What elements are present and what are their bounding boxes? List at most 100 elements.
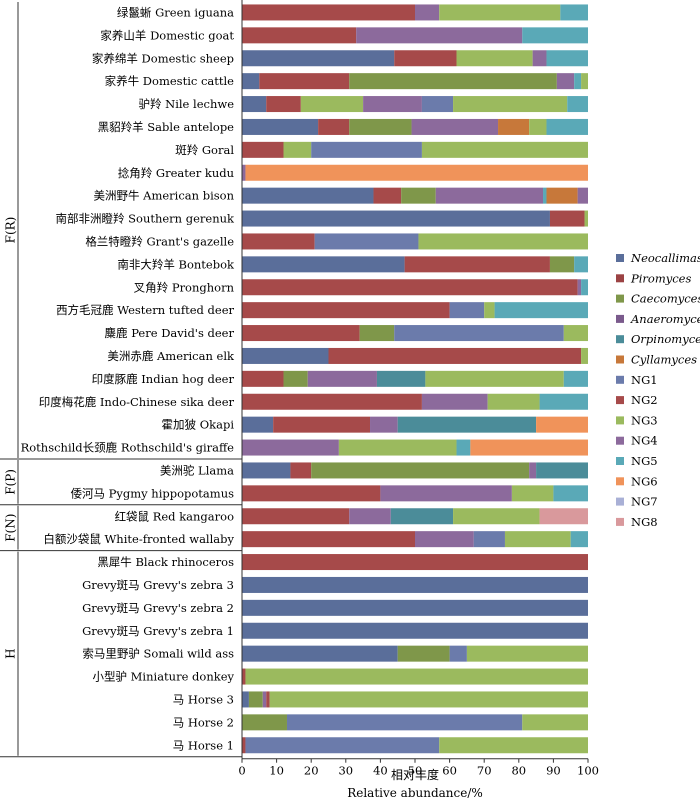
category-label-18: 霍加狓 Okapi [162,418,235,432]
x-tick-label-30: 30 [338,764,353,778]
bar-segment-ng2-24-0 [242,554,588,571]
bar-segment-ng4-8-6 [577,187,588,204]
bar-segment-orpinomyces-18-3 [397,416,537,433]
bar-segment-ng3-4-2 [300,96,364,113]
x-tick-label-70: 70 [477,764,492,778]
x-tick-label-50: 50 [408,764,423,778]
bar-segment-ng2-22-0 [242,508,350,525]
category-label-23: 白额沙袋鼠 White-fronted wallaby [43,532,234,546]
bar-segment-neocallimastix-25-0 [242,576,588,593]
legend-label-ng8: NG8 [631,515,658,529]
bar-segment-ng4-30-2 [262,691,267,708]
legend-swatch-ng2 [616,396,624,405]
bar-segment-ng3-30-4 [269,691,588,708]
category-label-31: 马 Horse 2 [173,715,234,729]
category-label-8: 美洲野牛 American bison [94,189,235,203]
group-label-2: F(N) [4,514,18,542]
bar-segment-ng1-4-4 [421,96,454,113]
bar-segment-ng2-1-0 [242,27,357,44]
bar-segment-neocallimastix-20-0 [242,462,291,479]
category-label-21: 倭河马 Pygmy hippopotamus [70,486,234,500]
x-axis: 0 10 20 30 40 50 60 70 80 90 100 [238,0,599,778]
category-label-30: 马 Horse 3 [173,692,234,706]
bar-segment-ng2-9-1 [549,210,585,227]
bar-segment-neocallimastix-11-0 [242,256,405,273]
bar-segment-neocallimastix-18-0 [242,416,274,433]
x-tick-label-20: 20 [304,764,319,778]
bar-segment-caecomyces-30-1 [248,691,263,708]
bar-segment-ng2-23-0 [242,531,415,548]
bar-segment-orpinomyces-22-2 [390,508,454,525]
bar-segment-ng3-32-2 [439,737,588,754]
bar-segment-ng5-13-3 [494,302,588,319]
bar-segment-ng4-19-0 [242,439,339,456]
legend-label-caecomyces: Caecomyces [631,292,700,306]
bar-segment-ng1-14-2 [394,325,564,342]
bar-segment-ng2-14-0 [242,325,360,342]
bar-segment-neocallimastix-4-0 [242,96,267,113]
bar-segment-ng4-16-2 [307,370,377,387]
bar-segment-ng4-7-0 [242,164,246,181]
bar-segment-neocallimastix-5-0 [242,118,319,135]
bar-segment-ng2-21-0 [242,485,381,502]
bar-segment-ng2-15-1 [328,347,582,364]
bar-segment-ng3-28-3 [466,645,588,662]
x-tick-label-10: 10 [269,764,284,778]
x-tick-label-90: 90 [546,764,561,778]
bar-segment-ng2-0-0 [242,4,415,21]
bar-segment-ng3-14-3 [563,325,588,342]
bar-segment-ng5-8-4 [543,187,547,204]
legend-swatch-ng6 [616,477,624,486]
bar-segment-ng3-22-3 [453,508,540,525]
category-label-5: 黑貂羚羊 Sable antelope [98,120,235,134]
category-label-28: 索马里野驴 Somali wild ass [82,647,234,661]
category-label-20: 美洲驼 Llama [160,463,234,477]
bar-segment-neocallimastix-3-0 [242,73,260,90]
bar-segment-ng4-1-1 [356,27,523,44]
bar-segment-ng3-19-1 [338,439,457,456]
bar-segment-caecomyces-20-2 [311,462,530,479]
bar-segment-ng5-4-6 [567,96,588,113]
bar-segment-orpinomyces-20-4 [536,462,588,479]
bar-segment-ng6-7-1 [245,164,588,181]
category-label-9: 南部非洲瞪羚 Southern gerenuk [55,212,235,226]
legend-label-ng5: NG5 [631,454,658,468]
group-brackets: F(R) F(P) F(N) H [0,2,242,758]
bar-segment-ng1-31-1 [286,714,523,731]
category-label-13: 西方毛冠鹿 Western tufted deer [56,303,234,317]
legend-label-ng2: NG2 [631,393,658,407]
bar-segment-ng3-6-1 [283,141,312,158]
bar-segment-ng2-32-0 [242,737,246,754]
bar-segment-ng1-6-2 [311,141,422,158]
bar-segment-ng2-18-1 [273,416,371,433]
bar-segment-ng5-2-4 [546,50,588,67]
bar-segment-ng5-19-2 [456,439,471,456]
bars-layer [242,4,588,754]
bar-segment-ng2-12-0 [242,279,578,296]
bar-segment-ng5-3-4 [574,73,582,90]
legend-label-cyllamyces: Cyllamyces [631,353,697,367]
x-axis-title-cn: 相对丰度 [391,767,439,782]
bar-segment-ng5-21-3 [553,485,588,502]
bar-segment-ng3-3-5 [581,73,588,90]
category-label-3: 家养牛 Domestic cattle [105,74,235,88]
bar-segment-ng1-10-1 [314,233,419,250]
bar-segment-cyllamyces-5-4 [498,118,530,135]
bar-segment-ng4-23-1 [415,531,474,548]
bar-segment-ng4-20-3 [529,462,537,479]
bar-segment-ng4-5-3 [411,118,499,135]
bar-segment-ng3-0-2 [439,4,561,21]
bar-segment-ng5-23-4 [570,531,588,548]
group-label-1: F(P) [4,469,18,495]
bar-segment-ng3-23-3 [504,531,571,548]
bar-segment-ng5-11-3 [574,256,588,273]
bar-segment-neocallimastix-26-0 [242,599,588,616]
bar-segment-caecomyces-31-0 [242,714,287,731]
legend-label-neocallimastix: Neocallimastix [630,251,700,265]
bar-segment-neocallimastix-8-0 [242,187,374,204]
bar-segment-ng5-0-3 [560,4,588,21]
bar-segment-ng5-17-3 [539,393,588,410]
legend-label-anaeromyces: Anaeromyces [630,312,700,326]
category-label-0: 绿鬣蜥 Green iguana [117,5,234,19]
